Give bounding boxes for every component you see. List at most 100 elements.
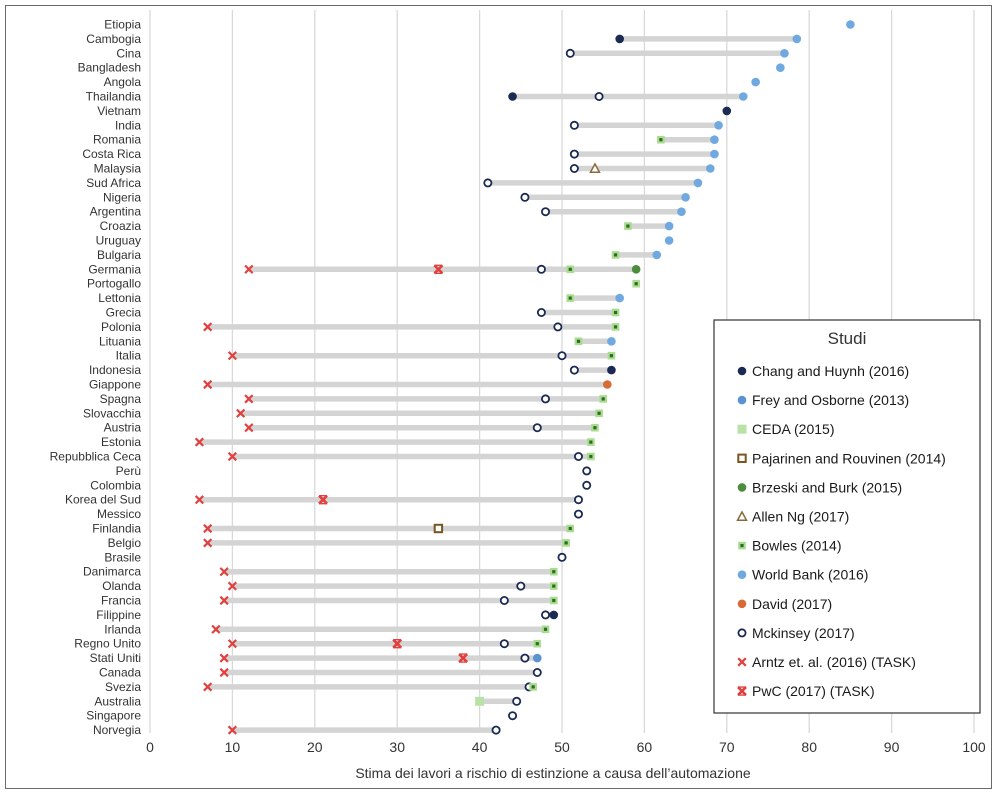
marker-bowles xyxy=(566,294,575,302)
country-label: Germania xyxy=(88,262,141,276)
marker-allen xyxy=(736,510,748,522)
marker-arntz xyxy=(227,725,237,735)
legend-item: Brzeski and Burk (2015) xyxy=(737,479,902,495)
legend-box xyxy=(713,319,981,714)
marker-mckinsey xyxy=(557,351,567,361)
legend-item: Chang and Huynh (2016) xyxy=(737,363,909,379)
marker-pwc xyxy=(318,494,328,505)
marker-mckinsey xyxy=(582,466,592,476)
marker-mckinsey xyxy=(516,581,526,591)
marker-worldbank xyxy=(714,121,723,130)
marker-bowles xyxy=(566,265,575,274)
x-tick-label: 70 xyxy=(719,739,735,755)
marker-bowles xyxy=(562,539,570,547)
marker-bowles xyxy=(587,452,595,461)
marker-chang xyxy=(508,92,517,101)
x-tick-label: 20 xyxy=(307,739,323,755)
marker-worldbank xyxy=(681,193,690,202)
marker-worldbank xyxy=(615,293,624,303)
legend-label: David (2017) xyxy=(752,596,832,612)
country-label: Etiopia xyxy=(104,18,141,32)
range-bars xyxy=(199,36,797,733)
marker-arntz xyxy=(227,581,237,591)
marker-mckinsey xyxy=(569,149,579,159)
marker-chang xyxy=(615,34,624,44)
country-label: Grecia xyxy=(106,306,142,320)
x-tick-label: 80 xyxy=(801,739,817,755)
marker-mckinsey xyxy=(553,322,563,332)
legend-item: Mckinsey (2017) xyxy=(737,625,855,641)
legend-label: Allen Ng (2017) xyxy=(752,509,849,525)
legend-item: World Bank (2016) xyxy=(737,567,868,583)
marker-bowles xyxy=(591,423,599,432)
country-label: Spagna xyxy=(100,392,142,406)
x-tick-label: 100 xyxy=(962,739,986,755)
legend-label: Bowles (2014) xyxy=(752,538,842,554)
marker-frey xyxy=(532,653,542,663)
marker-worldbank xyxy=(776,63,785,72)
country-label: Cina xyxy=(116,46,141,60)
country-label: Messico xyxy=(97,507,141,521)
marker-chang xyxy=(722,106,732,116)
country-label: Croazia xyxy=(100,219,142,233)
marker-worldbank xyxy=(693,178,703,188)
marker-mckinsey xyxy=(499,596,509,606)
country-label: Nigeria xyxy=(103,190,141,204)
marker-chang xyxy=(549,610,559,620)
legend-item: Allen Ng (2017) xyxy=(736,509,849,525)
marker-bowles xyxy=(611,251,620,259)
marker-mckinsey xyxy=(573,495,583,505)
marker-arntz xyxy=(227,451,237,462)
x-tick-label: 0 xyxy=(146,739,154,755)
marker-arntz xyxy=(244,423,254,433)
marker-arntz xyxy=(203,379,213,390)
country-label: Giappone xyxy=(89,378,141,392)
marker-pwc xyxy=(392,638,403,649)
marker-allen xyxy=(589,162,601,174)
marker-worldbank xyxy=(751,77,760,87)
marker-mckinsey xyxy=(508,711,518,721)
marker-arntz xyxy=(203,682,213,692)
marker-arntz xyxy=(219,653,229,663)
legend-item: Bowles (2014) xyxy=(738,538,842,554)
country-label: Norvegia xyxy=(93,723,141,737)
marker-mckinsey xyxy=(569,163,579,173)
country-label: Svezia xyxy=(105,680,141,694)
marker-bowles xyxy=(529,683,537,691)
marker-arntz xyxy=(203,538,213,548)
country-label: Bangladesh xyxy=(78,61,141,75)
country-label: Perù xyxy=(116,464,141,478)
marker-arntz xyxy=(194,437,205,447)
marker-chang xyxy=(607,365,616,375)
marker-mckinsey xyxy=(483,178,493,188)
country-label: Stati Uniti xyxy=(90,651,141,665)
marker-arntz xyxy=(219,567,229,577)
legend-label: Chang and Huynh (2016) xyxy=(752,363,909,379)
country-label: Argentina xyxy=(90,205,142,219)
marker-mckinsey xyxy=(499,639,509,649)
country-label: Irlanda xyxy=(104,622,141,636)
country-label: Repubblica Ceca xyxy=(50,450,142,464)
marker-bowles xyxy=(624,222,632,230)
country-label: Lettonia xyxy=(98,291,141,305)
marker-mckinsey xyxy=(569,365,579,375)
marker-bowles xyxy=(632,279,640,288)
chart-frame xyxy=(5,5,992,789)
marker-worldbank xyxy=(846,20,855,29)
marker-mckinsey xyxy=(541,610,551,620)
marker-bowles xyxy=(657,135,665,144)
marker-arntz xyxy=(194,495,205,505)
marker-pajarinen xyxy=(433,523,444,534)
x-axis-label: Stima dei lavori a rischio di estinzione… xyxy=(355,765,751,781)
marker-mckinsey xyxy=(532,668,542,678)
marker-bowles xyxy=(607,351,616,360)
x-tick-label: 30 xyxy=(389,739,405,755)
x-tick-label: 10 xyxy=(225,739,241,755)
marker-mckinsey xyxy=(565,48,575,58)
marker-arntz xyxy=(227,639,237,649)
legend-item: David (2017) xyxy=(737,596,832,612)
marker-mckinsey xyxy=(491,725,501,735)
legend-label: Arntz et. al. (2016) (TASK) xyxy=(752,654,916,670)
legend-item: Pajarinen and Rouvinen (2014) xyxy=(737,450,946,466)
